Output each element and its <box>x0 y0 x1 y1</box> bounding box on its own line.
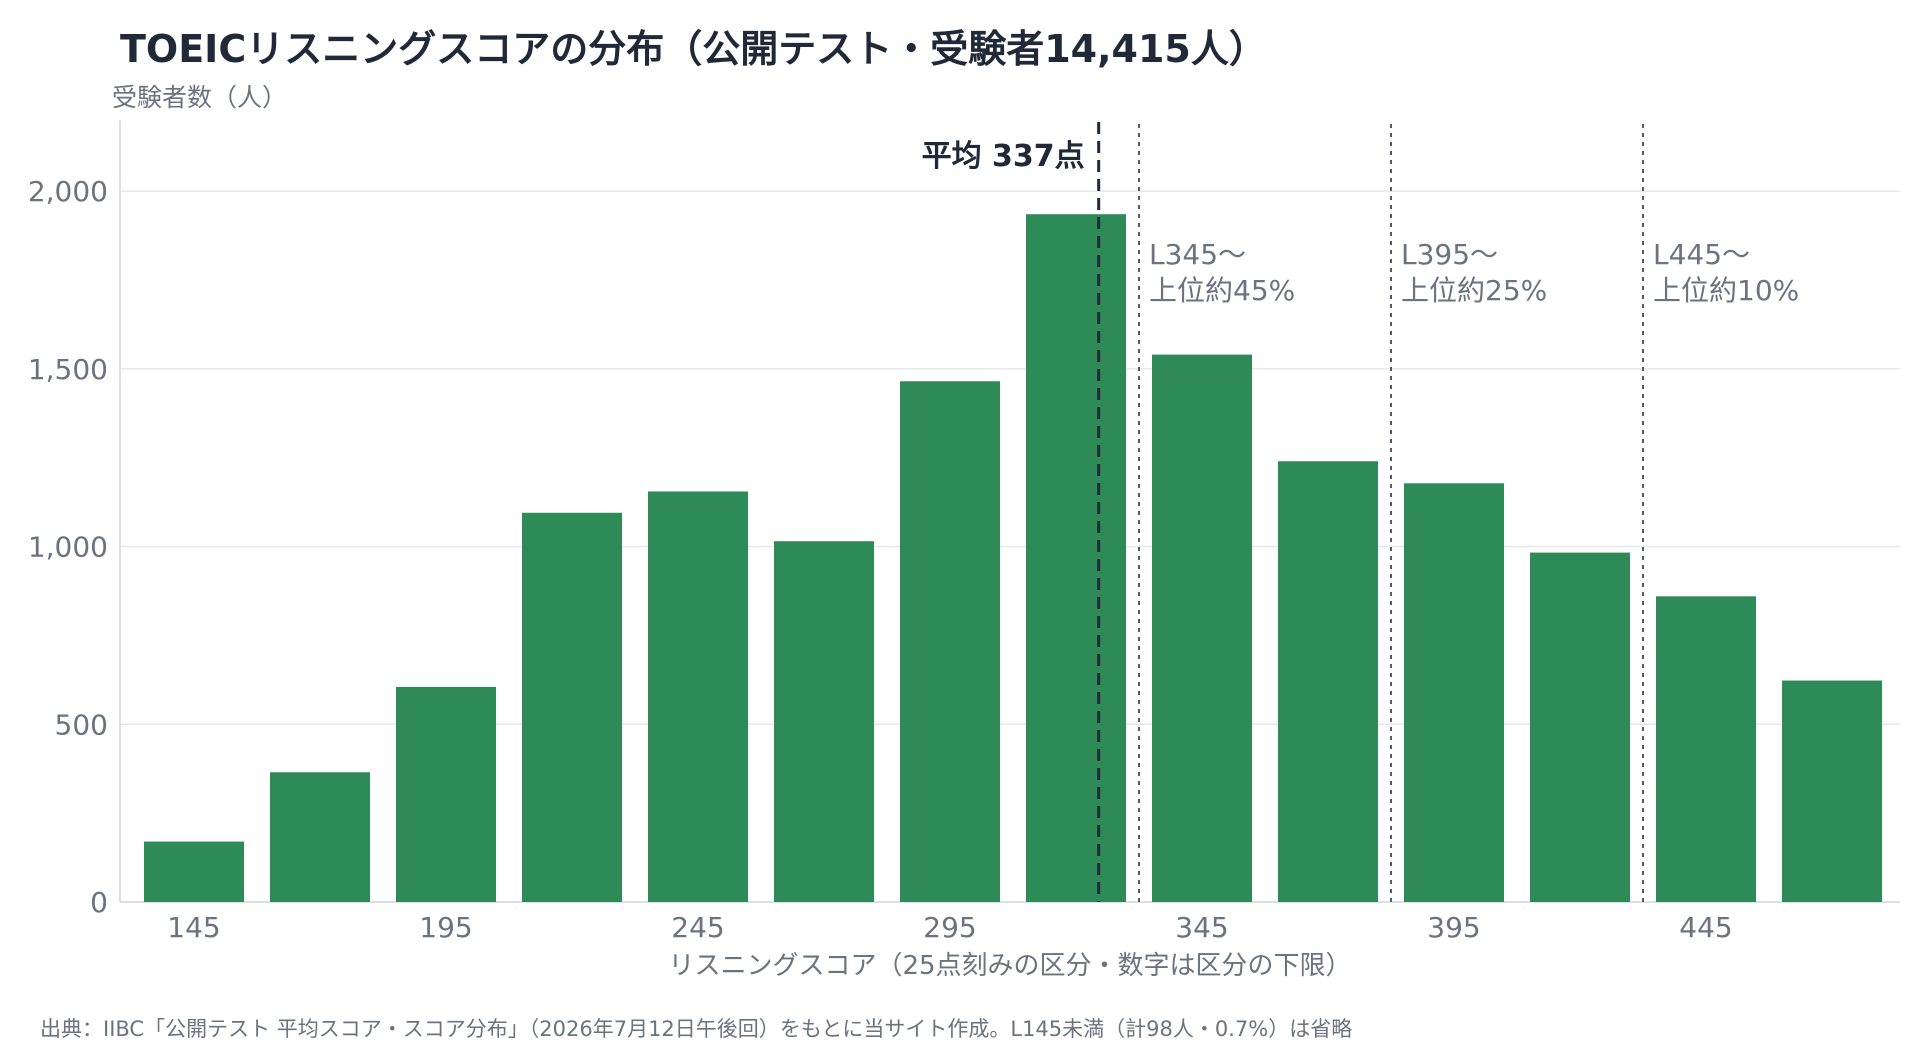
bars <box>144 214 1882 903</box>
reference-lines: L345〜上位約45% L395〜上位約25% L445〜上位約10% 平均 337点 <box>922 122 1799 902</box>
x-tick-label: 195 <box>419 911 472 944</box>
threshold-label: L395〜 <box>1401 238 1498 271</box>
bar <box>1656 596 1756 902</box>
x-tick-label: 295 <box>923 911 976 944</box>
bar <box>144 841 244 902</box>
x-tick-label: 445 <box>1679 911 1732 944</box>
chart-title: TOEICリスニングスコアの分布（公開テスト・受験者14,415人） <box>120 27 1267 71</box>
bar <box>774 541 874 902</box>
gridlines <box>119 120 1900 903</box>
x-tick-label: 245 <box>671 911 724 944</box>
bar <box>522 512 622 902</box>
y-ticks: 0 500 1,000 1,500 2,000 <box>28 175 108 919</box>
bar <box>1026 214 1126 903</box>
threshold-percentile: 上位約25% <box>1401 274 1547 307</box>
bar <box>396 686 496 902</box>
y-tick-label: 1,500 <box>28 353 108 386</box>
bar <box>1278 461 1378 902</box>
bar <box>270 772 370 902</box>
y-tick-label: 2,000 <box>28 175 108 208</box>
bar <box>1530 552 1630 902</box>
threshold-percentile: 上位約10% <box>1653 274 1799 307</box>
x-tick-label: 145 <box>167 911 220 944</box>
threshold-label: L345〜 <box>1149 238 1246 271</box>
mean-label: 平均 337点 <box>922 139 1085 174</box>
x-tick-label: 395 <box>1427 911 1480 944</box>
y-tick-label: 0 <box>90 886 108 919</box>
bar <box>1404 483 1504 902</box>
threshold-label: L445〜 <box>1653 238 1750 271</box>
x-ticks: 145 195 245 295 345 395 445 <box>167 911 1732 944</box>
source-note: 出典：IIBC「公開テスト 平均スコア・スコア分布」（2026年7月12日午後回… <box>40 1017 1352 1041</box>
y-tick-label: 500 <box>55 708 108 741</box>
bar <box>648 491 748 902</box>
bar <box>1782 680 1882 902</box>
x-axis-label: リスニングスコア（25点刻みの区分・数字は区分の下限） <box>668 951 1351 981</box>
y-axis-label: 受験者数（人） <box>112 83 287 112</box>
x-tick-label: 345 <box>1175 911 1228 944</box>
threshold-percentile: 上位約45% <box>1149 274 1295 307</box>
y-tick-label: 1,000 <box>28 531 108 564</box>
bar <box>1152 354 1252 903</box>
bar <box>900 381 1000 902</box>
